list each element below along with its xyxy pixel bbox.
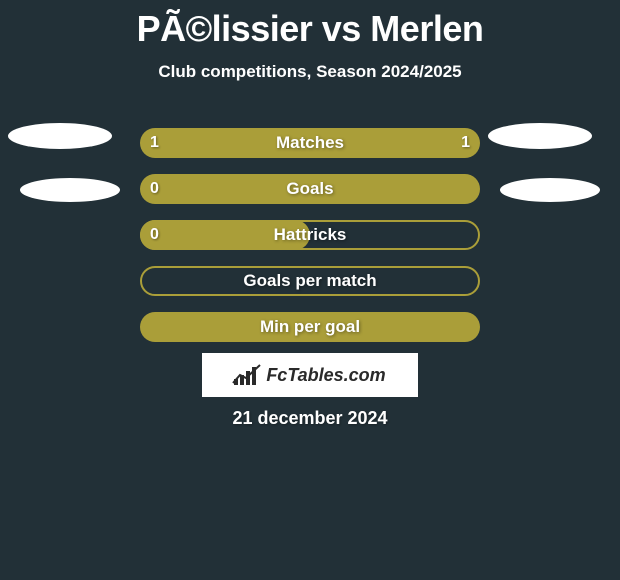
bar-label: Min per goal <box>140 312 480 342</box>
bar-label: Goals <box>140 174 480 204</box>
bar-label: Hattricks <box>140 220 480 250</box>
value-left: 0 <box>150 220 159 250</box>
stat-row: Goals per match <box>0 258 620 304</box>
side-ellipse <box>500 178 600 202</box>
bar-label: Goals per match <box>140 266 480 296</box>
stat-row: Hattricks0 <box>0 212 620 258</box>
bar-label: Matches <box>140 128 480 158</box>
side-ellipse <box>488 123 592 149</box>
value-left: 1 <box>150 128 159 158</box>
value-right: 1 <box>461 128 470 158</box>
page-title: PÃ©lissier vs Merlen <box>0 0 620 50</box>
logo-box: FcTables.com <box>202 353 418 397</box>
stat-rows: Matches11Goals0Hattricks0Goals per match… <box>0 120 620 350</box>
stat-row: Min per goal <box>0 304 620 350</box>
value-left: 0 <box>150 174 159 204</box>
side-ellipse <box>8 123 112 149</box>
logo-chart-icon <box>234 365 260 385</box>
side-ellipse <box>20 178 120 202</box>
page-subtitle: Club competitions, Season 2024/2025 <box>0 62 620 82</box>
date-label: 21 december 2024 <box>0 408 620 429</box>
logo-text: FcTables.com <box>266 365 385 386</box>
